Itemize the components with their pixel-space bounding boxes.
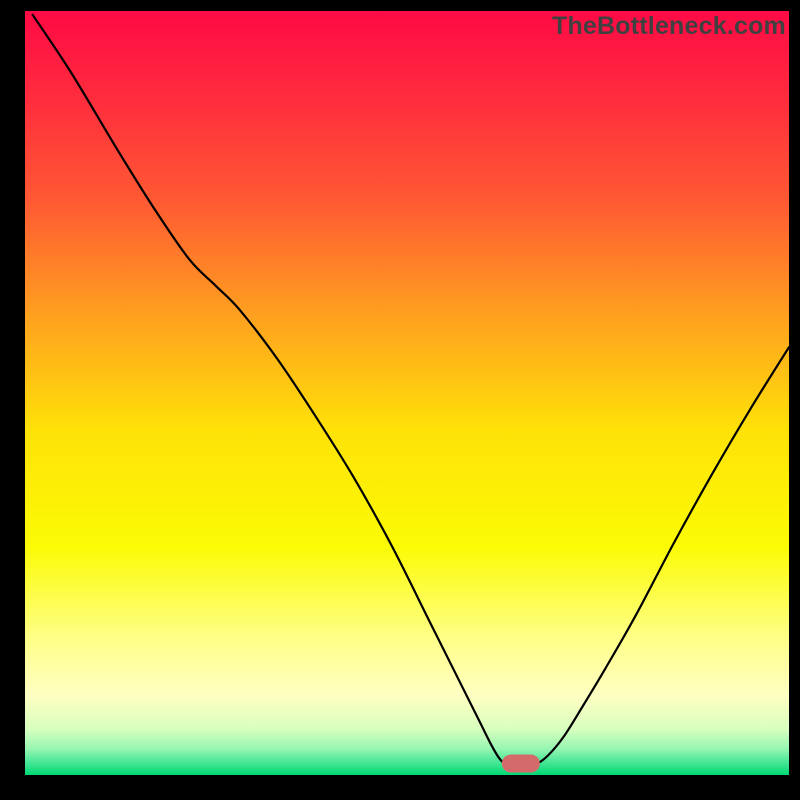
chart-frame xyxy=(25,11,789,775)
watermark-text: TheBottleneck.com xyxy=(552,12,786,41)
optimal-marker xyxy=(502,755,540,773)
gradient-background xyxy=(25,11,789,775)
bottleneck-chart xyxy=(25,11,789,775)
